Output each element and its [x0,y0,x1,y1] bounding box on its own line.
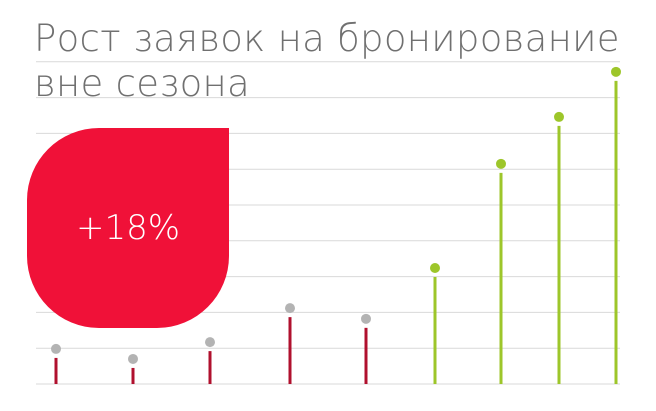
lollipop-dot [128,353,138,364]
growth-badge: +18% [27,128,229,328]
growth-badge-label: +18% [75,208,181,248]
chart-title: Рост заявок на бронирование вне сезона [34,16,620,106]
lollipop-dot [361,313,371,324]
lollipop-dot [611,66,621,77]
lollipop-dot [554,111,564,122]
title-line-2: вне сезона [34,62,251,105]
lollipop-dot [285,303,295,314]
lollipop-dot [205,337,215,348]
lollipop-dot [430,263,440,274]
lollipop-dot [496,158,506,169]
title-line-1: Рост заявок на бронирование [34,17,620,60]
lollipop-dot [51,343,61,354]
